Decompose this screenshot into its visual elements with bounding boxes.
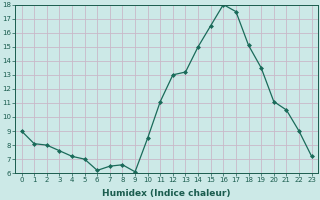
X-axis label: Humidex (Indice chaleur): Humidex (Indice chaleur) <box>102 189 231 198</box>
